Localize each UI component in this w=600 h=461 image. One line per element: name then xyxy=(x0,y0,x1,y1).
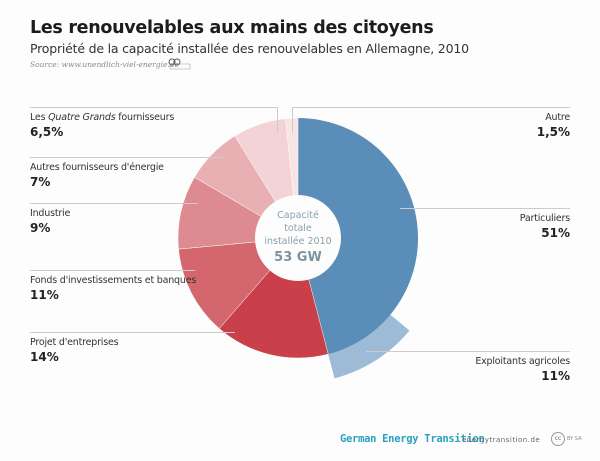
creative-commons-icon: cc xyxy=(551,432,565,446)
slice-label-quatre-grands: Les Quatre Grands fournisseurs xyxy=(30,112,175,123)
center-label-line2: totale xyxy=(284,223,312,234)
source-logo-icon xyxy=(168,58,191,70)
leader-line-quatre-grands xyxy=(30,107,277,108)
center-hole xyxy=(255,195,341,281)
slice-value-autre: 1,5% xyxy=(536,125,570,139)
slice-value-fonds: 11% xyxy=(30,288,59,302)
slice-label-projet: Projet d'entreprises xyxy=(30,337,119,348)
slice-value-projet: 14% xyxy=(30,350,59,364)
leader-line-exploitants xyxy=(366,351,570,352)
chart-title: Les renouvelables aux mains des citoyens xyxy=(30,18,434,38)
slice-value-autres-fournisseurs: 7% xyxy=(30,175,51,189)
slice-value-particuliers: 51% xyxy=(541,226,570,240)
chart-subtitle: Propriété de la capacité installée des r… xyxy=(30,41,469,56)
center-label-line3: installée 2010 xyxy=(264,236,331,247)
slice-label-autres-fournisseurs: Autres fournisseurs d'énergie xyxy=(30,162,164,173)
slice-value-exploitants: 11% xyxy=(541,369,570,383)
slice-value-industrie: 9% xyxy=(30,221,51,235)
slice-label-autre: Autre xyxy=(545,112,570,123)
leader-line-autre-v xyxy=(292,107,293,133)
leader-line-autre xyxy=(292,107,570,108)
leader-line-projet xyxy=(30,332,235,333)
center-total-value: 53 GW xyxy=(274,250,322,265)
center-label-line1: Capacité xyxy=(277,210,319,221)
slice-value-quatre-grands: 6,5% xyxy=(30,125,64,139)
footer-url[interactable]: energytransition.de xyxy=(462,436,541,444)
leader-line-industrie xyxy=(30,203,198,204)
leader-line-autres-fournisseurs xyxy=(30,157,224,158)
slice-label-industrie: Industrie xyxy=(30,208,71,219)
footer-brand: German Energy Transition xyxy=(340,433,485,445)
leader-line-quatre-grands-v xyxy=(277,107,278,133)
leader-line-particuliers xyxy=(400,208,570,209)
slice-label-particuliers: Particuliers xyxy=(519,213,570,224)
leader-line-fonds xyxy=(30,270,195,271)
footer-license: BY SA xyxy=(567,436,582,442)
slice-label-fonds: Fonds d'investissements et banques xyxy=(30,275,197,286)
slice-label-exploitants: Exploitants agricoles xyxy=(475,356,570,367)
pie-slice-particuliers xyxy=(298,118,419,355)
source-text: Source: www.unendlich-viel-energie.de xyxy=(30,60,180,69)
